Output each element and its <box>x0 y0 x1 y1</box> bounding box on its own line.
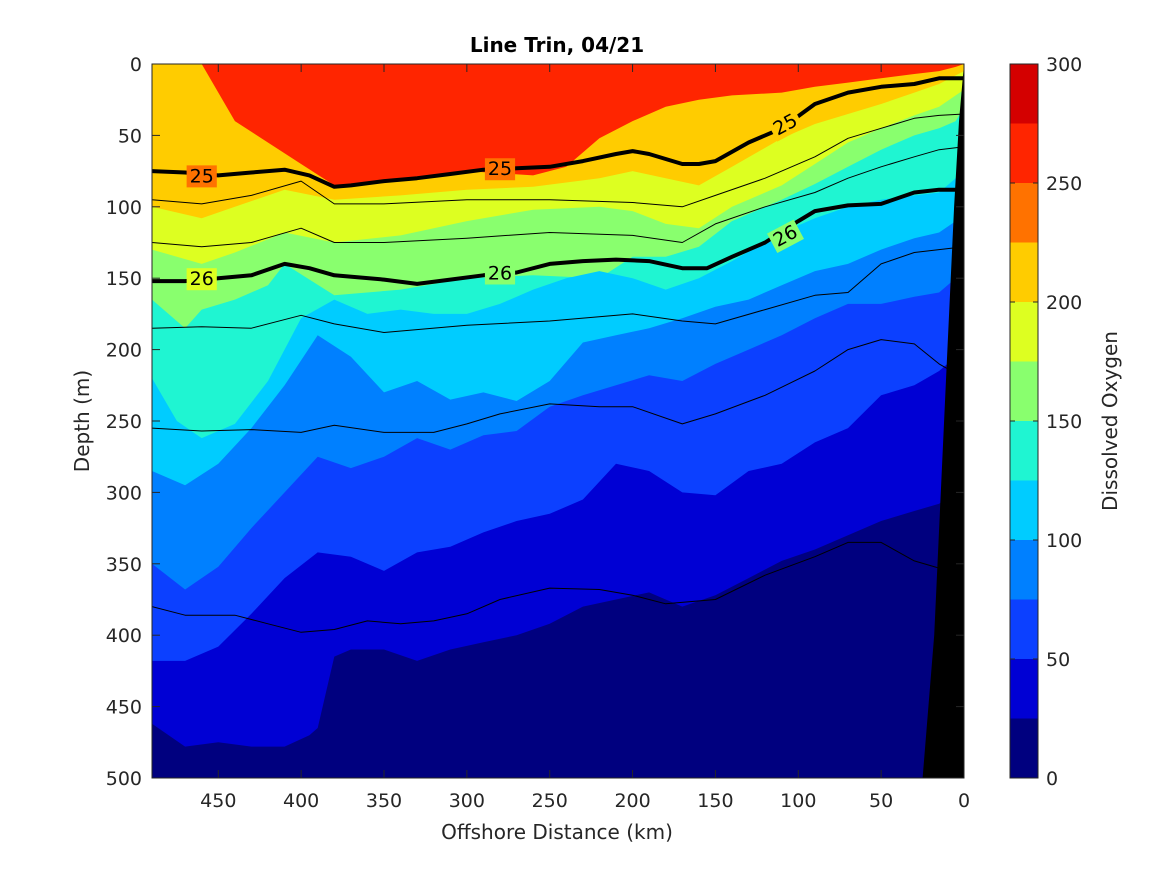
y-tick-label: 500 <box>106 768 142 790</box>
x-axis-label: Offshore Distance (km) <box>441 820 673 844</box>
y-tick-label: 100 <box>106 197 142 219</box>
colorbar-band <box>1010 718 1038 778</box>
colorbar-tick-label: 300 <box>1046 54 1082 76</box>
colorbar-tick-label: 250 <box>1046 173 1082 195</box>
density-contour-25 <box>152 76 964 189</box>
contour-label-text: 26 <box>488 262 512 284</box>
y-tick-label: 250 <box>106 411 142 433</box>
y-tick-label: 400 <box>106 625 142 647</box>
colorbar-tick-label: 50 <box>1046 649 1070 671</box>
x-tick-label: 100 <box>780 790 816 812</box>
land-mask-layer <box>922 64 964 778</box>
density-contour <box>152 113 964 208</box>
colorbar-tick-label: 200 <box>1046 292 1082 314</box>
colorbar-band <box>1010 361 1038 421</box>
contour-label-text: 25 <box>190 165 214 187</box>
colorbar-band <box>1010 123 1038 183</box>
contour-label-gap <box>186 268 217 291</box>
colorbar-band <box>1010 64 1038 124</box>
colorbar-band <box>1010 183 1038 243</box>
x-axis: 450 400 350 300 250 200 150 100 50 0 <box>200 64 970 812</box>
contour-label-26: 26 <box>484 262 516 285</box>
y-tick-label: 150 <box>106 268 142 290</box>
y-tick-label: 300 <box>106 482 142 504</box>
y-tick-label: 50 <box>118 125 142 147</box>
colorbar-tick-label: 150 <box>1046 411 1082 433</box>
colorbar-band <box>1010 302 1038 362</box>
plot-area <box>152 64 964 778</box>
x-tick-label: 150 <box>697 790 733 812</box>
contour-label-gap <box>484 262 516 285</box>
colorbar-band <box>1010 599 1038 659</box>
land-mask <box>922 64 964 778</box>
colorbar-tick-label: 0 <box>1046 768 1058 790</box>
contour-label-gap <box>767 219 804 254</box>
contour-label-gap <box>186 165 217 188</box>
density-contour <box>152 146 964 248</box>
colorbar-band <box>1010 659 1038 719</box>
density-contour <box>152 339 964 433</box>
x-tick-label: 0 <box>958 790 970 812</box>
colorbar-band <box>1010 421 1038 481</box>
contour-label-26: 26 <box>186 268 217 291</box>
colorbar-band <box>1010 242 1038 302</box>
contour-label-25: 25 <box>186 165 217 188</box>
y-axis-label: Depth (m) <box>70 370 94 472</box>
colorbar-tick-label: 100 <box>1046 530 1082 552</box>
y-tick-label: 450 <box>106 697 142 719</box>
x-tick-label: 350 <box>366 790 402 812</box>
oxygen-band-0 <box>152 485 964 778</box>
x-tick-label: 50 <box>869 790 893 812</box>
contour-label-text: 25 <box>488 158 512 180</box>
y-tick-label: 200 <box>106 340 142 362</box>
y-axis: 0 50 100 150 200 250 300 350 400 450 500 <box>106 54 964 790</box>
density-contour-26 <box>152 187 964 286</box>
x-tick-label: 450 <box>200 790 236 812</box>
colorbar: 0 50 100 150 200 250 300 <box>1009 54 1082 790</box>
y-tick-label: 350 <box>106 554 142 576</box>
contour-label-gap <box>767 108 804 142</box>
x-tick-label: 200 <box>614 790 650 812</box>
x-tick-label: 250 <box>532 790 568 812</box>
chart-title: Line Trin, 04/21 <box>470 33 644 57</box>
density-contour <box>152 246 964 333</box>
contour-label-gap <box>484 158 516 181</box>
colorbar-band <box>1010 480 1038 540</box>
colorbar-label: Dissolved Oxygen <box>1098 331 1122 511</box>
density-contour <box>152 541 964 633</box>
y-tick-label: 0 <box>130 54 142 76</box>
colorbar-band <box>1010 540 1038 600</box>
contour-label-text: 26 <box>190 268 214 290</box>
contour-label-25: 25 <box>484 158 516 181</box>
x-tick-label: 400 <box>283 790 319 812</box>
x-tick-label: 300 <box>449 790 485 812</box>
